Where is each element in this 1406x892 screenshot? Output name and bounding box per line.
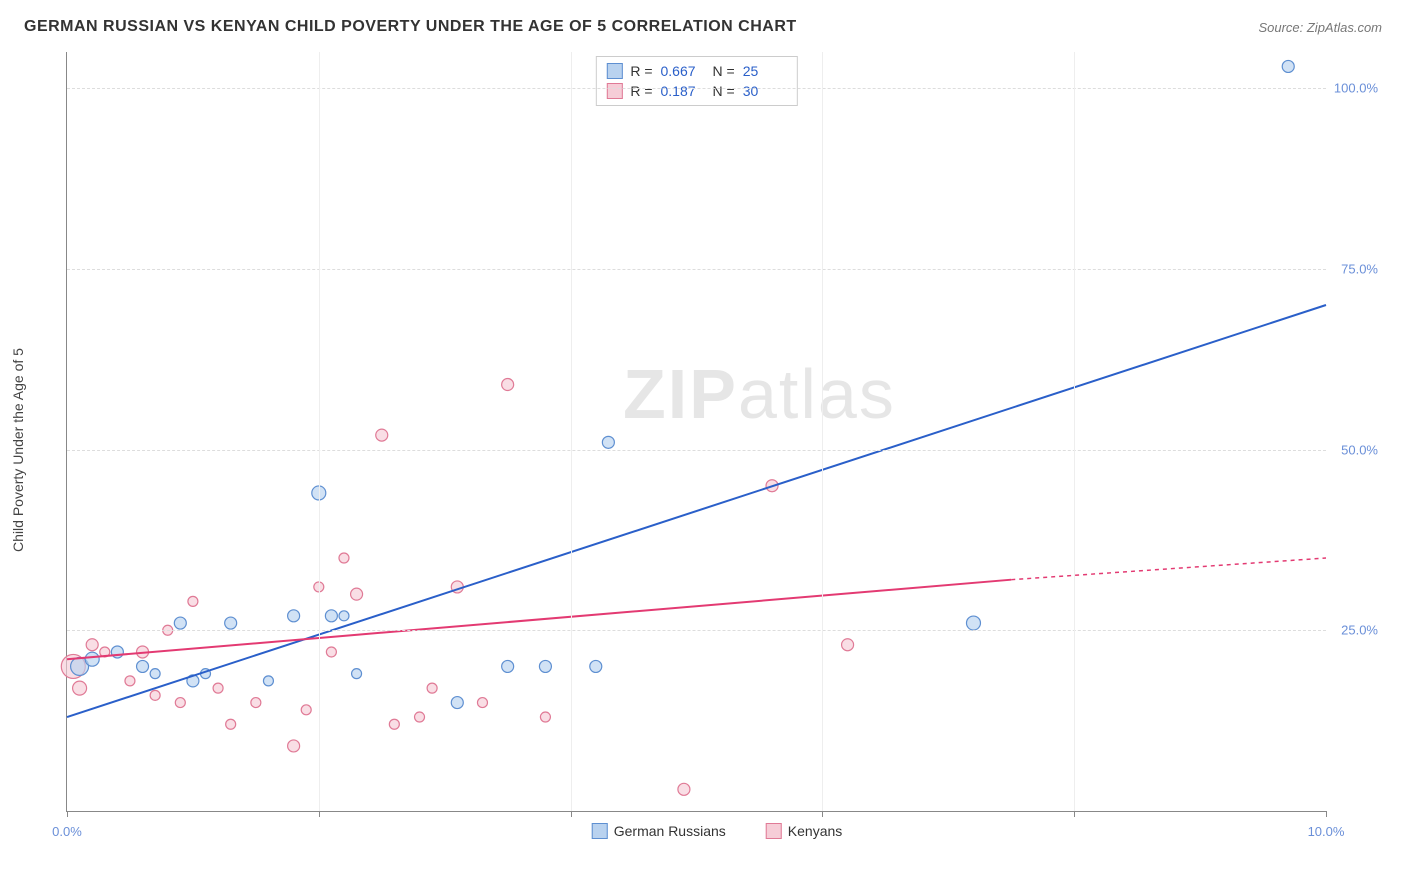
gridline-h xyxy=(67,630,1326,631)
gridline-v xyxy=(822,52,823,811)
x-tick xyxy=(67,811,68,817)
x-tick xyxy=(1326,811,1327,817)
legend-label-a: German Russians xyxy=(614,823,726,839)
scatter-svg xyxy=(67,52,1326,811)
r-label-2: R = xyxy=(630,83,652,99)
chart-title: GERMAN RUSSIAN VS KENYAN CHILD POVERTY U… xyxy=(24,18,797,36)
n-value-b: 30 xyxy=(743,83,787,99)
n-label: N = xyxy=(713,63,735,79)
x-tick xyxy=(822,811,823,817)
stats-legend-box: R = 0.667 N = 25 R = 0.187 N = 30 xyxy=(595,56,797,106)
chart-container: Child Poverty Under the Age of 5 ZIPatla… xyxy=(48,52,1386,847)
bottom-legend: German Russians Kenyans xyxy=(592,823,843,839)
x-tick xyxy=(571,811,572,817)
y-tick-label: 100.0% xyxy=(1334,81,1378,96)
legend-swatch-b xyxy=(766,823,782,839)
n-value-a: 25 xyxy=(743,63,787,79)
r-value-a: 0.667 xyxy=(661,63,705,79)
stats-row-b: R = 0.187 N = 30 xyxy=(606,81,786,101)
x-tick-label: 10.0% xyxy=(1308,824,1345,839)
gridline-h xyxy=(67,450,1326,451)
source-text: Source: ZipAtlas.com xyxy=(1258,20,1382,35)
legend-item-a: German Russians xyxy=(592,823,726,839)
gridline-h xyxy=(67,269,1326,270)
legend-label-b: Kenyans xyxy=(788,823,842,839)
legend-item-b: Kenyans xyxy=(766,823,842,839)
y-tick-label: 50.0% xyxy=(1341,442,1378,457)
r-value-b: 0.187 xyxy=(661,83,705,99)
y-tick-label: 25.0% xyxy=(1341,623,1378,638)
gridline-v xyxy=(1074,52,1075,811)
gridline-v xyxy=(319,52,320,811)
swatch-german-russians xyxy=(606,63,622,79)
plot-area: ZIPatlas R = 0.667 N = 25 R = 0.187 N = … xyxy=(66,52,1326,812)
gridline-h xyxy=(67,88,1326,89)
x-tick xyxy=(1074,811,1075,817)
swatch-kenyans xyxy=(606,83,622,99)
r-label: R = xyxy=(630,63,652,79)
x-tick-label: 0.0% xyxy=(52,824,82,839)
x-tick xyxy=(319,811,320,817)
gridline-v xyxy=(571,52,572,811)
stats-row-a: R = 0.667 N = 25 xyxy=(606,61,786,81)
y-axis-label: Child Poverty Under the Age of 5 xyxy=(10,348,26,552)
y-tick-label: 75.0% xyxy=(1341,261,1378,276)
legend-swatch-a xyxy=(592,823,608,839)
n-label-2: N = xyxy=(713,83,735,99)
